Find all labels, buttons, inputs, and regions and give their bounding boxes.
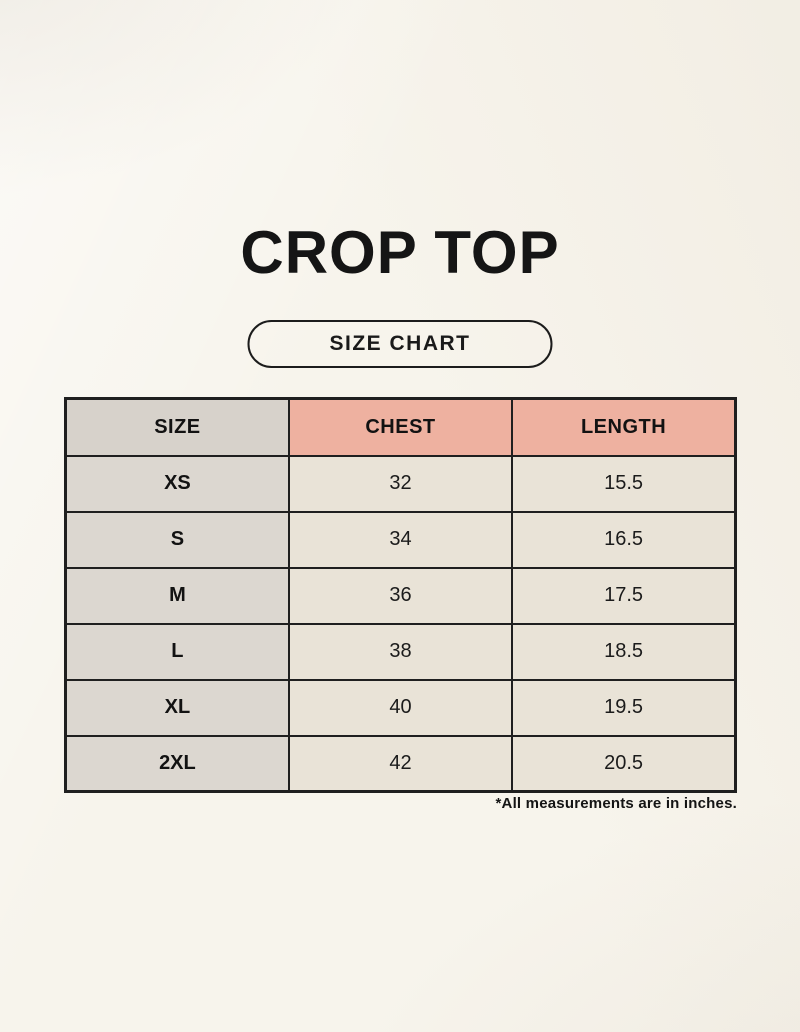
length-value: 20.5 <box>511 734 737 793</box>
size-label: M <box>64 566 290 625</box>
chest-value: 34 <box>287 510 514 569</box>
chest-value: 36 <box>287 566 514 625</box>
size-chart-badge: SIZE CHART <box>247 320 553 368</box>
chest-value: 42 <box>287 734 514 793</box>
size-label: L <box>64 622 290 681</box>
length-value: 19.5 <box>511 678 737 737</box>
table-row-xs: XS 32 15.5 <box>64 454 737 513</box>
column-header-length: LENGTH <box>511 397 737 457</box>
size-chart-badge-label: SIZE CHART <box>329 332 471 355</box>
size-label: 2XL <box>64 734 290 793</box>
product-title: CROP TOP <box>240 219 560 286</box>
size-table-header: SIZE CHEST LENGTH <box>64 397 737 457</box>
size-label: S <box>64 510 290 569</box>
header-row: SIZE CHEST LENGTH <box>64 397 737 457</box>
table-row-2xl: 2XL 42 20.5 <box>64 734 737 793</box>
column-header-size: SIZE <box>64 397 290 457</box>
table-row-s: S 34 16.5 <box>64 510 737 569</box>
length-value: 17.5 <box>511 566 737 625</box>
length-value: 15.5 <box>511 454 737 513</box>
size-table-container: SIZE CHEST LENGTH XS 32 15.5 S 34 16.5 M <box>64 397 737 793</box>
chest-value: 40 <box>287 678 514 737</box>
length-value: 16.5 <box>511 510 737 569</box>
table-row-l: L 38 18.5 <box>64 622 737 681</box>
size-label: XL <box>64 678 290 737</box>
size-table: SIZE CHEST LENGTH XS 32 15.5 S 34 16.5 M <box>64 397 737 793</box>
chest-value: 32 <box>287 454 514 513</box>
length-value: 18.5 <box>511 622 737 681</box>
measurements-footnote: *All measurements are in inches. <box>495 795 737 812</box>
table-row-m: M 36 17.5 <box>64 566 737 625</box>
column-header-chest: CHEST <box>287 397 514 457</box>
size-label: XS <box>64 454 290 513</box>
chest-value: 38 <box>287 622 514 681</box>
table-row-xl: XL 40 19.5 <box>64 678 737 737</box>
size-table-body: XS 32 15.5 S 34 16.5 M 36 17.5 L 38 <box>64 454 737 793</box>
